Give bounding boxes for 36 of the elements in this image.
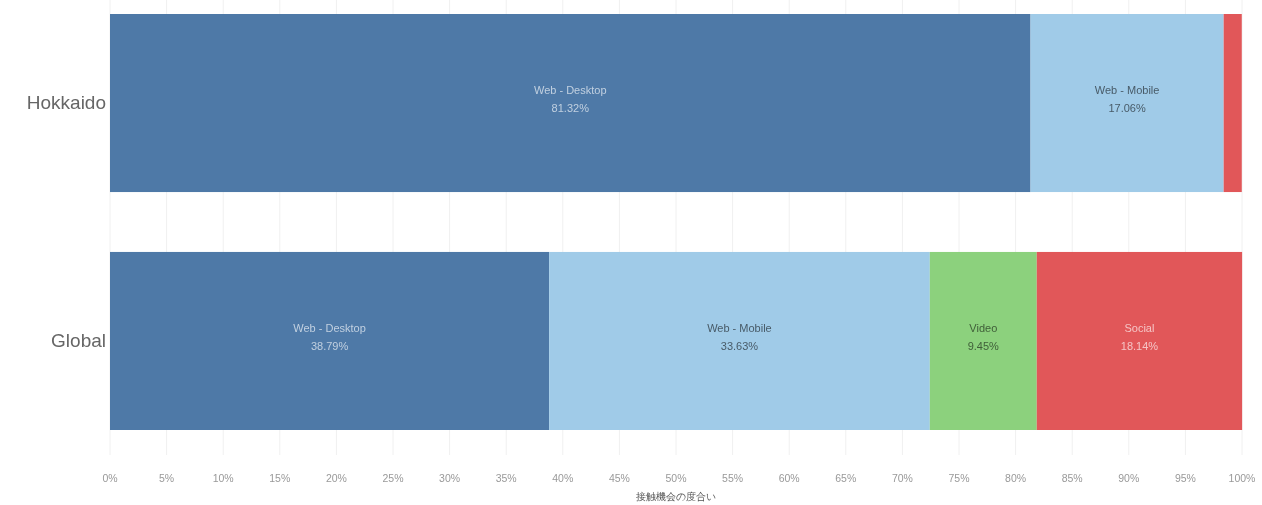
data-label: 17.06% — [1108, 102, 1146, 115]
x-tick-label: 65% — [835, 472, 857, 484]
x-tick-label: 80% — [1005, 472, 1027, 484]
x-tick-label: 20% — [325, 472, 347, 484]
data-label: 9.45% — [967, 339, 1000, 352]
x-tick-label: 95% — [1174, 472, 1196, 484]
series-label: Video — [969, 321, 998, 334]
x-tick-label: 15% — [269, 472, 291, 484]
x-tick-label: 0% — [102, 472, 118, 484]
x-tick-label: 70% — [891, 472, 913, 484]
data-label: 18.14% — [1120, 339, 1159, 352]
y-tick-label: Hokkaido — [26, 92, 106, 114]
x-tick-label: 10% — [212, 472, 234, 484]
series-label: Web - Mobile — [1094, 84, 1160, 97]
data-label: 38.79% — [310, 339, 349, 352]
x-tick-label: 60% — [778, 472, 800, 484]
x-tick-label: 40% — [552, 472, 574, 484]
text: Web - Desktop — [293, 321, 366, 334]
x-tick-label: 35% — [495, 472, 517, 484]
x-tick-label: 5% — [159, 472, 175, 484]
x-axis-title: 接触機会の度合い — [636, 491, 716, 502]
data-label: 81.32% — [551, 102, 590, 115]
x-tick-label: 50% — [665, 472, 687, 484]
series-label: Social — [1124, 321, 1155, 334]
data-label: 33.63% — [720, 339, 759, 352]
y-tick-label: Global — [51, 329, 106, 351]
x-tick-label: 75% — [948, 472, 970, 484]
series-label: Web - Desktop — [533, 84, 607, 97]
x-tick-label: 45% — [608, 472, 630, 484]
text: Web - Mobile — [707, 321, 772, 334]
x-tick-label: 30% — [439, 472, 461, 484]
x-tick-label: 85% — [1061, 472, 1083, 484]
x-tick-label: 25% — [382, 472, 404, 484]
x-tick-label: 90% — [1118, 472, 1140, 484]
x-tick-label: 55% — [722, 472, 744, 484]
x-tick-label: 100% — [1228, 472, 1256, 484]
